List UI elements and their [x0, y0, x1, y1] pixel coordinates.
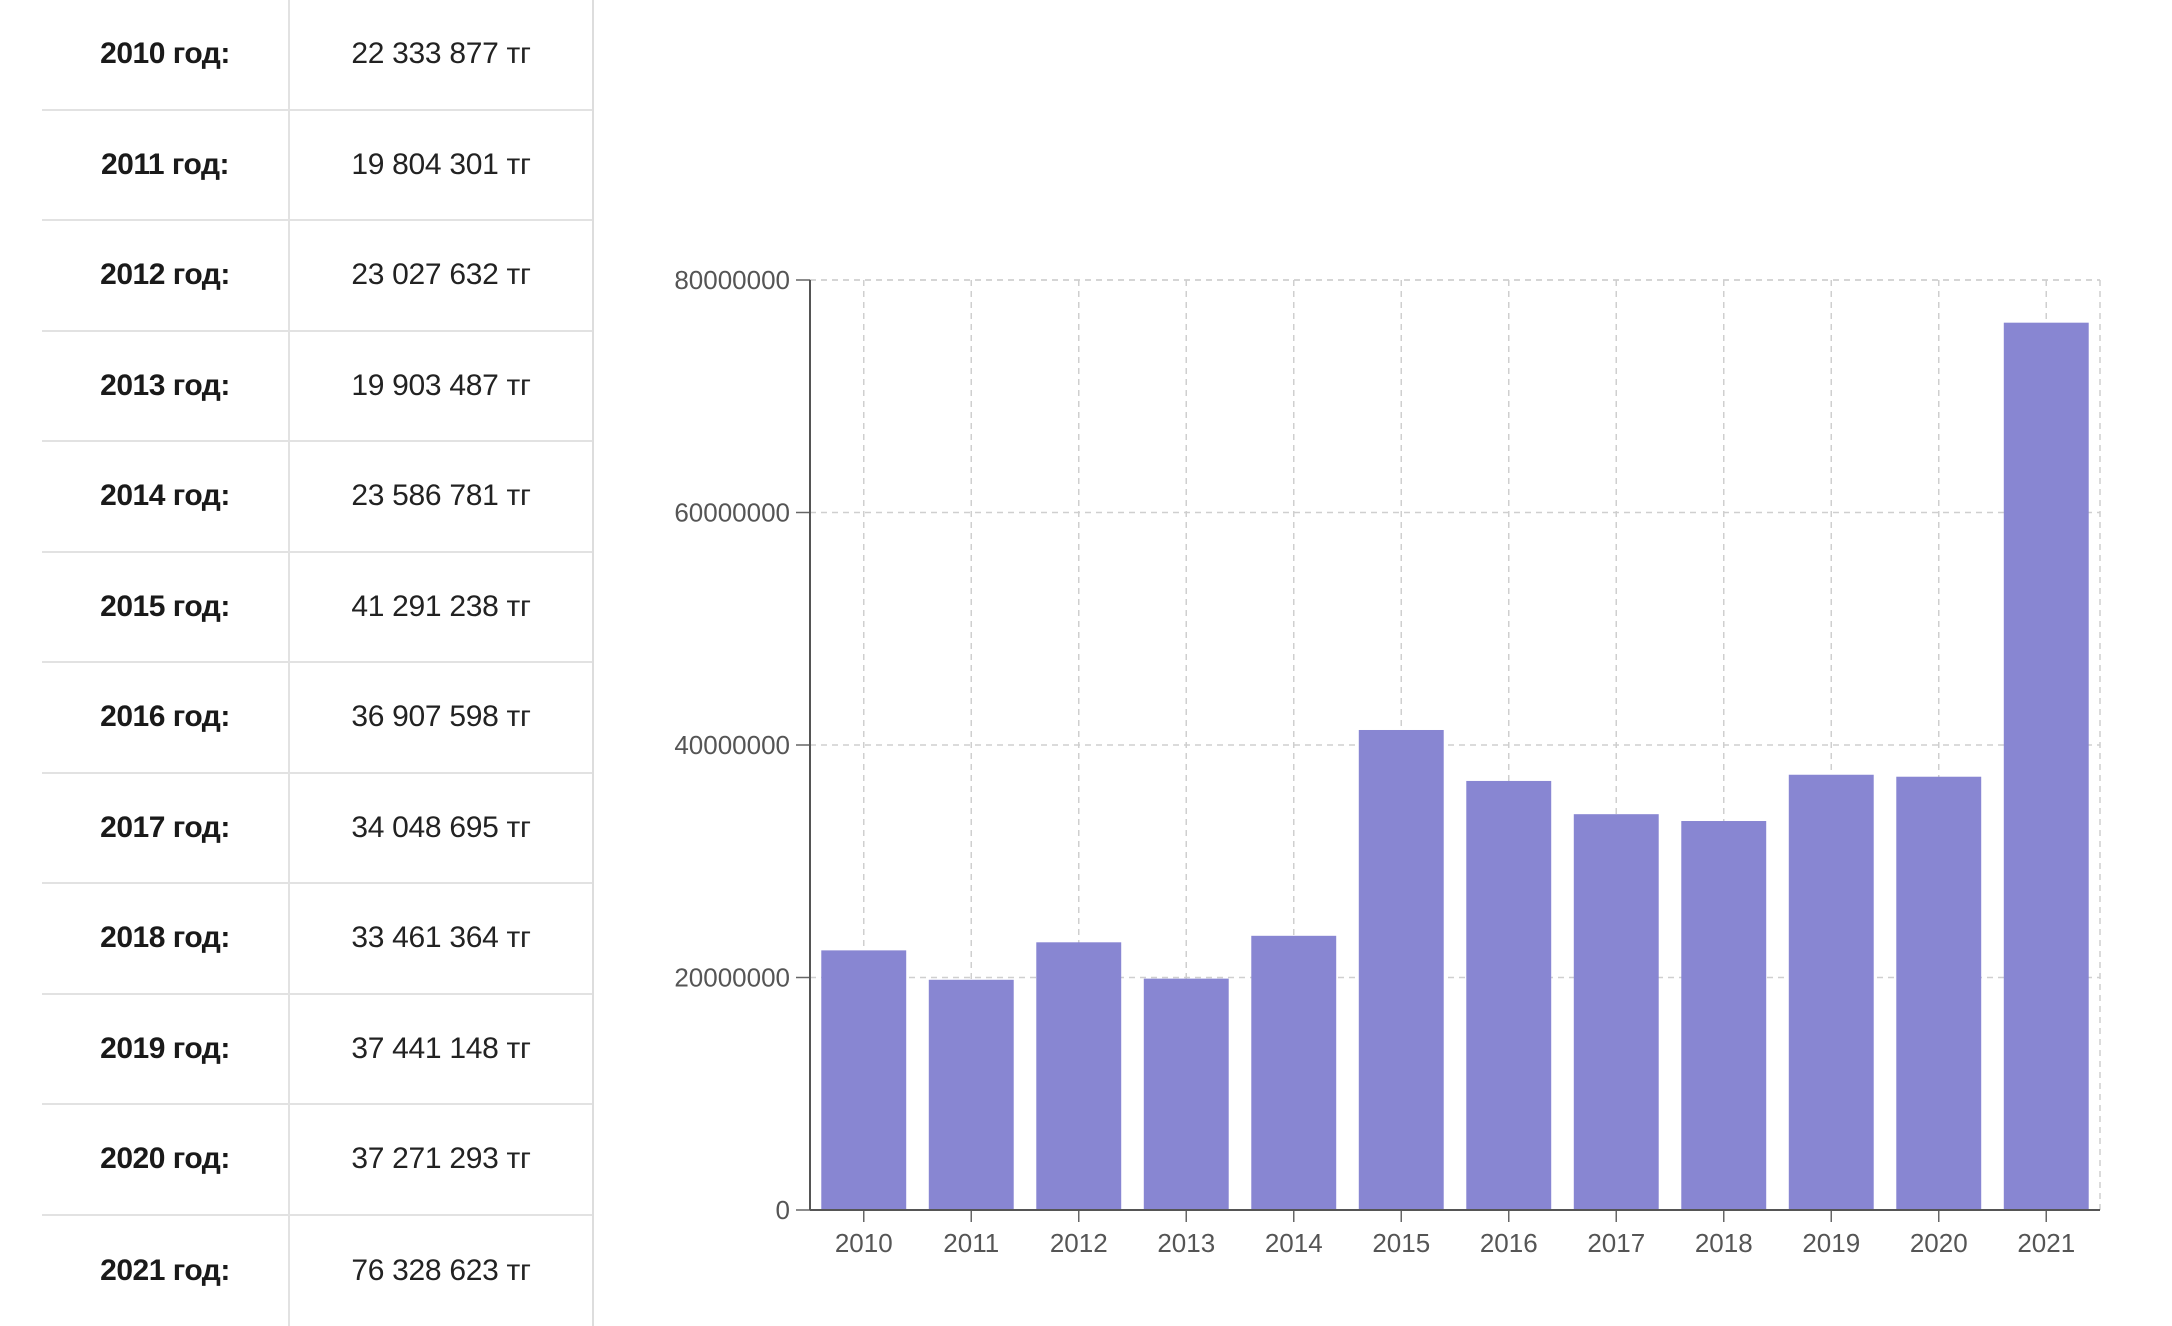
- x-tick-label: 2021: [2017, 1228, 2075, 1258]
- x-tick-label: 2013: [1157, 1228, 1215, 1258]
- table-row: 2010 год:22 333 877 тг: [42, 0, 592, 111]
- bar-2014: [1251, 936, 1336, 1210]
- x-tick-label: 2012: [1050, 1228, 1108, 1258]
- bar-chart-svg: 0 20000000 40000000 60000000 80000000 2010 201…: [660, 240, 2140, 1280]
- amount-value: 19 903 487 тг: [290, 332, 592, 441]
- x-tick-label: 2015: [1372, 1228, 1430, 1258]
- amount-value: 22 333 877 тг: [290, 0, 592, 109]
- amount-value: 33 461 364 тг: [290, 884, 592, 993]
- bar-2015: [1359, 730, 1444, 1210]
- bar-2010: [821, 950, 906, 1210]
- year-label: 2021 год:: [42, 1216, 290, 1326]
- bar-2011: [929, 980, 1014, 1210]
- bar-2012: [1036, 942, 1121, 1210]
- bar-2013: [1144, 979, 1229, 1210]
- x-tick-label: 2017: [1587, 1228, 1645, 1258]
- year-label: 2017 год:: [42, 774, 290, 883]
- year-label: 2015 год:: [42, 553, 290, 662]
- table-row: 2019 год:37 441 148 тг: [42, 995, 592, 1106]
- table-row: 2016 год:36 907 598 тг: [42, 663, 592, 774]
- year-label: 2012 год:: [42, 221, 290, 330]
- y-tick-label: 60000000: [674, 498, 790, 528]
- bar-chart: 0 20000000 40000000 60000000 80000000 2010 201…: [660, 240, 2140, 1280]
- bar-2021: [2004, 323, 2089, 1210]
- table-row: 2021 год:76 328 623 тг: [42, 1216, 592, 1326]
- year-label: 2020 год:: [42, 1105, 290, 1214]
- amount-value: 41 291 238 тг: [290, 553, 592, 662]
- bar-2018: [1681, 821, 1766, 1210]
- table-row: 2017 год:34 048 695 тг: [42, 774, 592, 885]
- x-tick-label: 2016: [1480, 1228, 1538, 1258]
- amount-value: 37 271 293 тг: [290, 1105, 592, 1214]
- x-tick-label: 2020: [1910, 1228, 1968, 1258]
- year-label: 2016 год:: [42, 663, 290, 772]
- amount-value: 19 804 301 тг: [290, 111, 592, 220]
- year-label: 2018 год:: [42, 884, 290, 993]
- year-label: 2013 год:: [42, 332, 290, 441]
- table-row: 2015 год:41 291 238 тг: [42, 553, 592, 664]
- table-row: 2018 год:33 461 364 тг: [42, 884, 592, 995]
- y-tick-label: 80000000: [674, 265, 790, 295]
- table-row: 2011 год:19 804 301 тг: [42, 111, 592, 222]
- amount-value: 34 048 695 тг: [290, 774, 592, 883]
- table-row: 2012 год:23 027 632 тг: [42, 221, 592, 332]
- bar-2020: [1896, 777, 1981, 1210]
- y-tick-label: 0: [776, 1195, 790, 1225]
- x-tick-label: 2010: [835, 1228, 893, 1258]
- bar-2017: [1574, 814, 1659, 1210]
- amount-value: 76 328 623 тг: [290, 1216, 592, 1326]
- year-label: 2014 год:: [42, 442, 290, 551]
- year-label: 2011 год:: [42, 111, 290, 220]
- bar-2019: [1789, 775, 1874, 1210]
- amount-value: 23 586 781 тг: [290, 442, 592, 551]
- table-row: 2014 год:23 586 781 тг: [42, 442, 592, 553]
- amount-value: 37 441 148 тг: [290, 995, 592, 1104]
- x-tick-label: 2011: [943, 1228, 999, 1258]
- x-tick-label: 2014: [1265, 1228, 1323, 1258]
- year-label: 2010 год:: [42, 0, 290, 109]
- table-row: 2013 год:19 903 487 тг: [42, 332, 592, 443]
- amount-value: 36 907 598 тг: [290, 663, 592, 772]
- bar-2016: [1466, 781, 1551, 1210]
- y-tick-label: 20000000: [674, 963, 790, 993]
- amount-value: 23 027 632 тг: [290, 221, 592, 330]
- year-label: 2019 год:: [42, 995, 290, 1104]
- x-tick-label: 2018: [1695, 1228, 1753, 1258]
- table-row: 2020 год:37 271 293 тг: [42, 1105, 592, 1216]
- y-tick-label: 40000000: [674, 730, 790, 760]
- x-tick-label: 2019: [1802, 1228, 1860, 1258]
